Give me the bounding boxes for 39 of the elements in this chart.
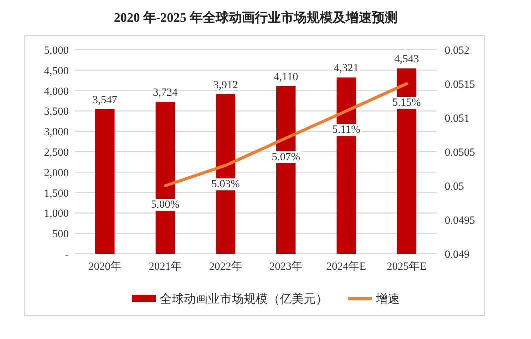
data-label: 4,543 <box>394 54 420 66</box>
data-label: 5.00% <box>151 199 180 211</box>
y2-tick-label: 0.0515 <box>445 79 476 91</box>
y2-tick-label: 0.051 <box>445 113 470 125</box>
y-tick-label: 500 <box>52 228 70 241</box>
data-label: 5.15% <box>392 97 422 109</box>
x-tick-label: 2020年 <box>88 261 122 273</box>
y2-tick-label: 0.05 <box>445 181 465 193</box>
x-tick-label: 2023年 <box>270 261 303 273</box>
y-tick-label: 3,500 <box>44 106 70 118</box>
data-label: 4,110 <box>274 71 299 84</box>
bar <box>96 109 115 254</box>
y-tick-label: 1,500 <box>44 188 70 200</box>
y-tick-label: 4,500 <box>44 65 70 78</box>
x-tick-label: 2025年E <box>386 261 427 273</box>
legend-label: 增速 <box>375 292 400 306</box>
data-label: 3,912 <box>213 79 238 92</box>
y-tick-label: 2,000 <box>44 167 70 180</box>
data-label: 4,321 <box>334 62 359 75</box>
y-tick-label: 4,000 <box>44 86 70 98</box>
y-tick-label: 2,500 <box>44 147 70 159</box>
chart-title: 2020 年-2025 年全球动画行业市场规模及增速预测 <box>114 10 398 25</box>
y-tick-label: - <box>65 249 70 261</box>
y-tick-label: 5,000 <box>44 45 70 57</box>
y2-tick-label: 0.052 <box>445 45 470 57</box>
y2-tick-label: 0.0495 <box>445 215 476 227</box>
data-label: 5.11% <box>332 124 361 136</box>
data-label: 3,724 <box>153 87 178 100</box>
y-tick-label: 1,000 <box>44 208 70 220</box>
legend-label: 全球动画业市场规模（亿美元） <box>160 292 328 306</box>
y2-tick-label: 0.049 <box>445 249 470 261</box>
x-tick-label: 2021年 <box>149 261 182 273</box>
data-label: 3,547 <box>92 94 118 106</box>
x-tick-label: 2022年 <box>209 261 242 273</box>
x-tick-label: 2024年E <box>326 261 367 273</box>
data-label: 5.07% <box>272 151 300 164</box>
y-tick-label: 3,000 <box>44 126 70 139</box>
y2-tick-label: 0.0505 <box>445 147 476 159</box>
data-label: 5.03% <box>212 178 240 191</box>
